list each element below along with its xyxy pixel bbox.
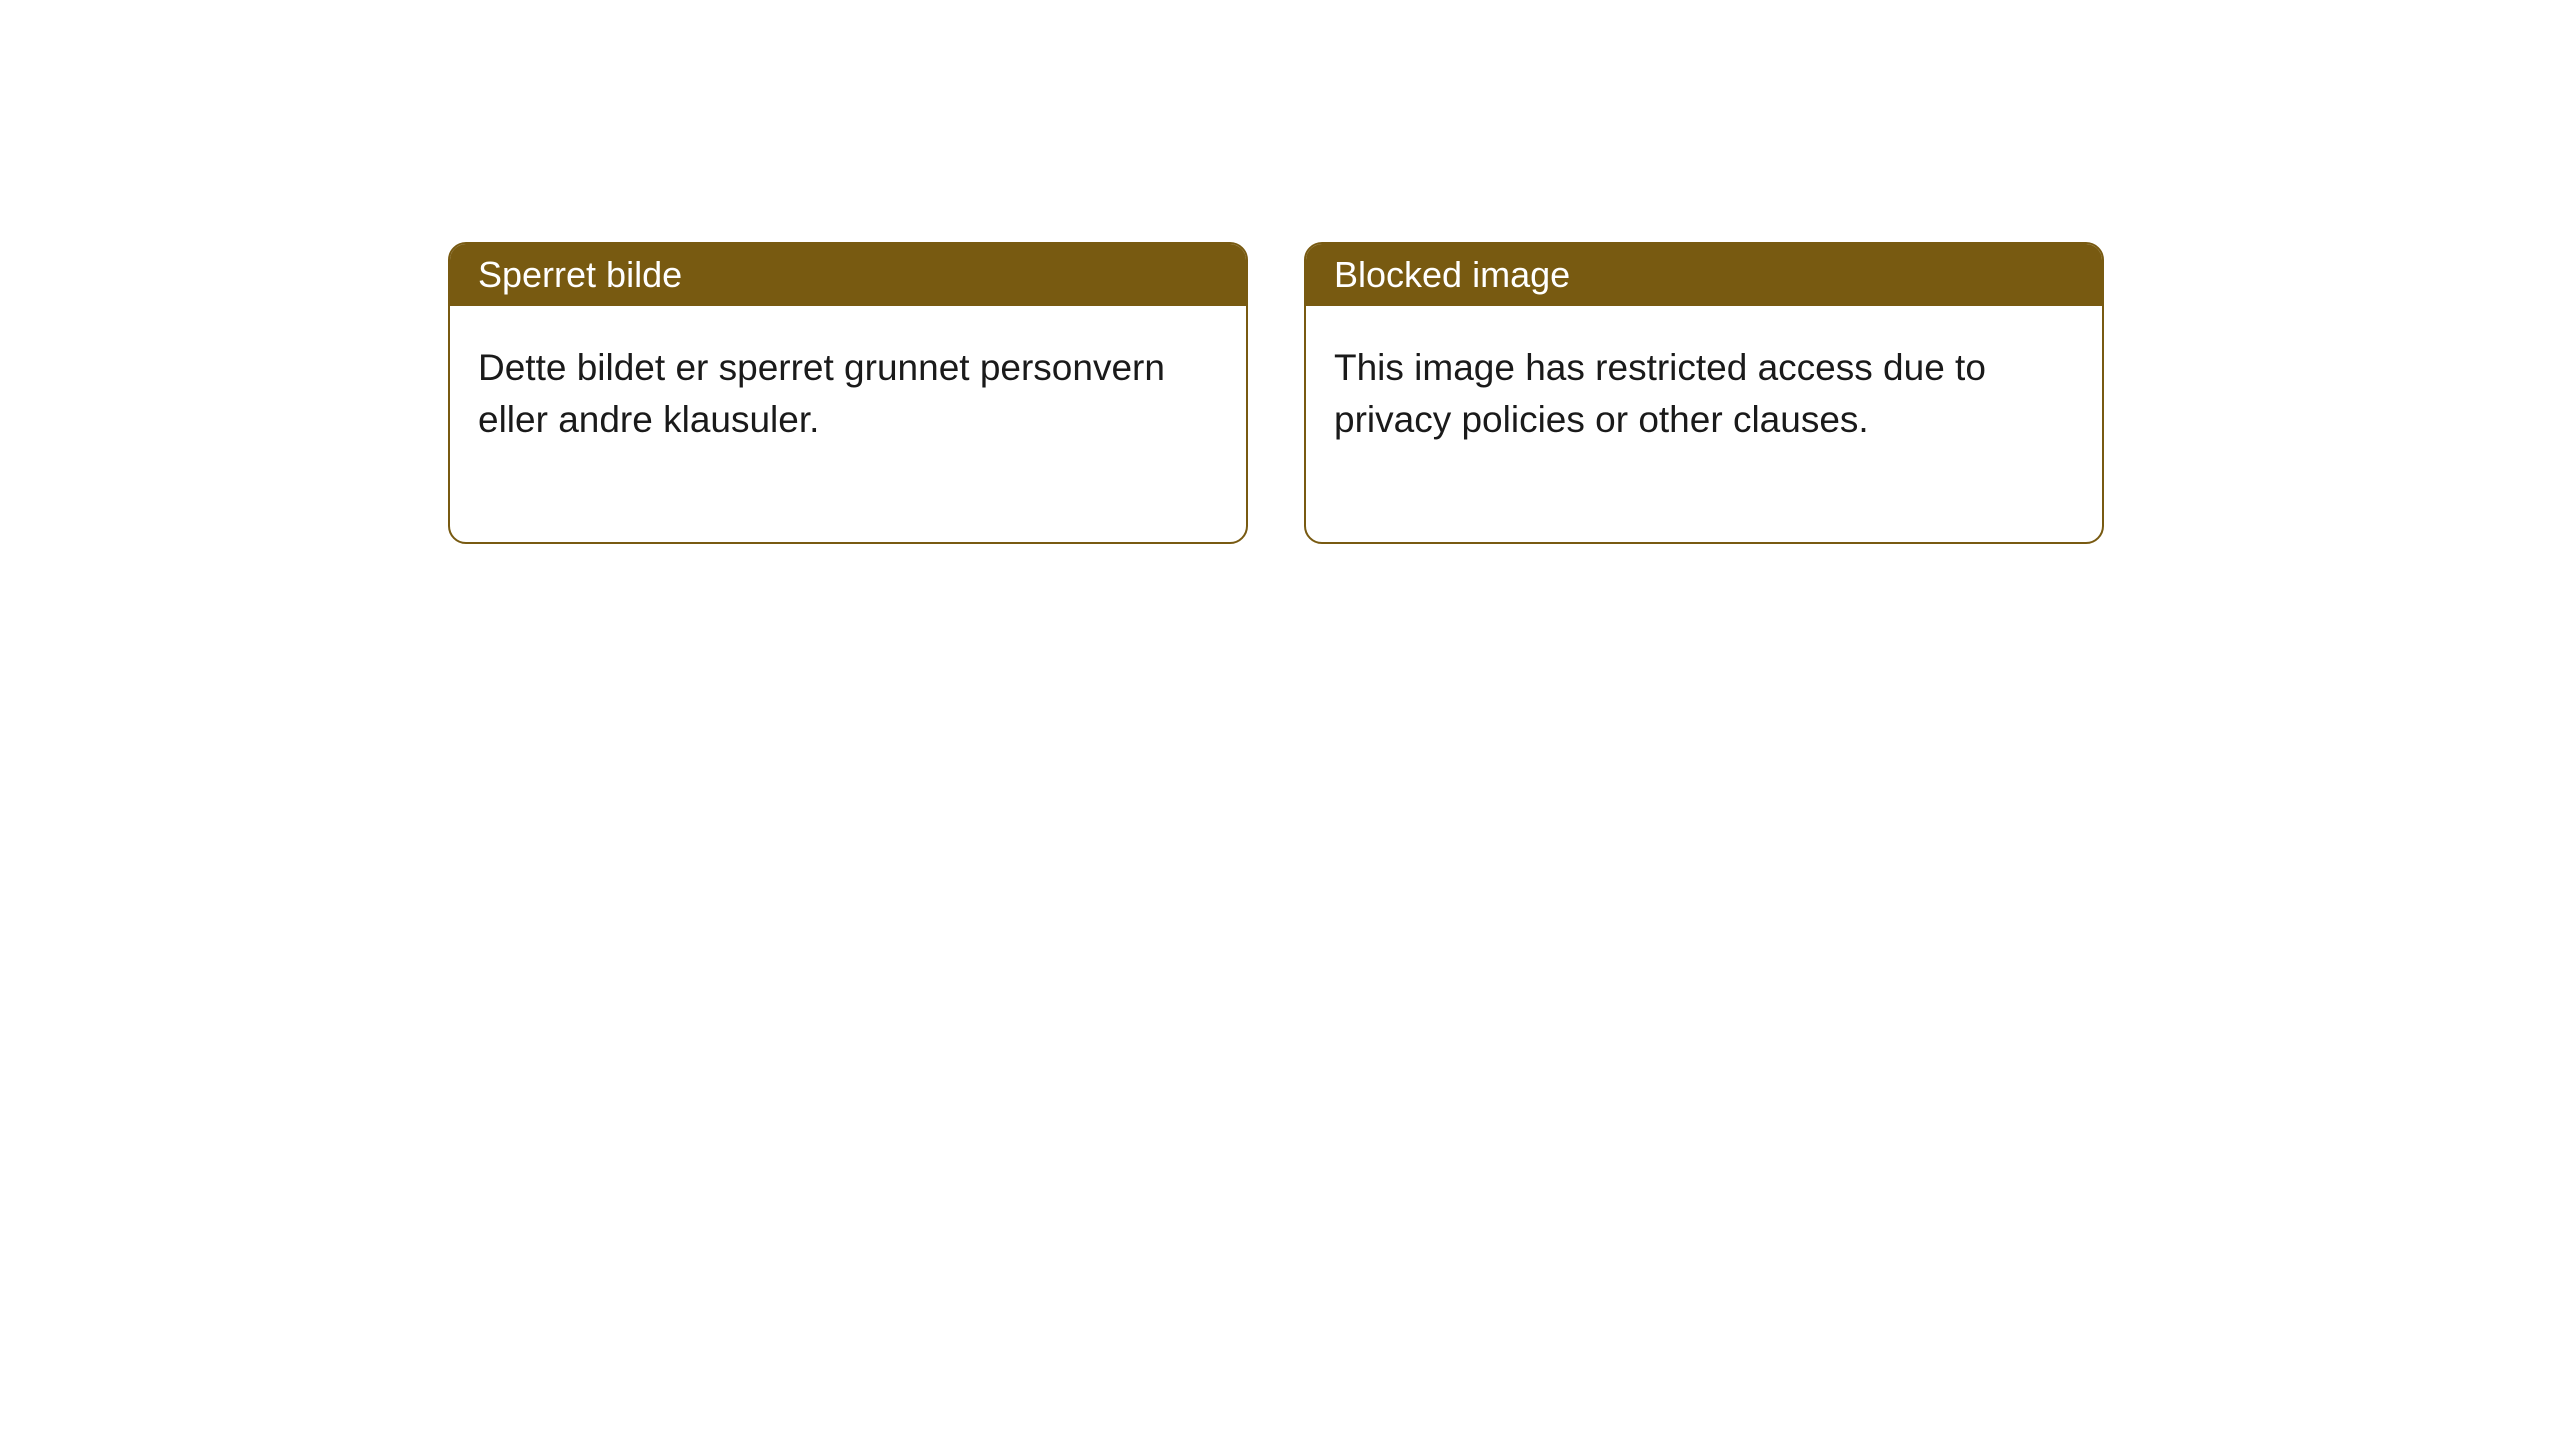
- cards-container: Sperret bilde Dette bildet er sperret gr…: [448, 242, 2560, 544]
- card-title: Blocked image: [1334, 254, 1570, 295]
- card-header: Blocked image: [1306, 244, 2102, 306]
- blocked-card-norwegian: Sperret bilde Dette bildet er sperret gr…: [448, 242, 1248, 544]
- card-title: Sperret bilde: [478, 254, 682, 295]
- card-body-text: Dette bildet er sperret grunnet personve…: [478, 347, 1165, 440]
- card-body-text: This image has restricted access due to …: [1334, 347, 1986, 440]
- card-body: Dette bildet er sperret grunnet personve…: [450, 306, 1246, 542]
- card-header: Sperret bilde: [450, 244, 1246, 306]
- blocked-card-english: Blocked image This image has restricted …: [1304, 242, 2104, 544]
- card-body: This image has restricted access due to …: [1306, 306, 2102, 542]
